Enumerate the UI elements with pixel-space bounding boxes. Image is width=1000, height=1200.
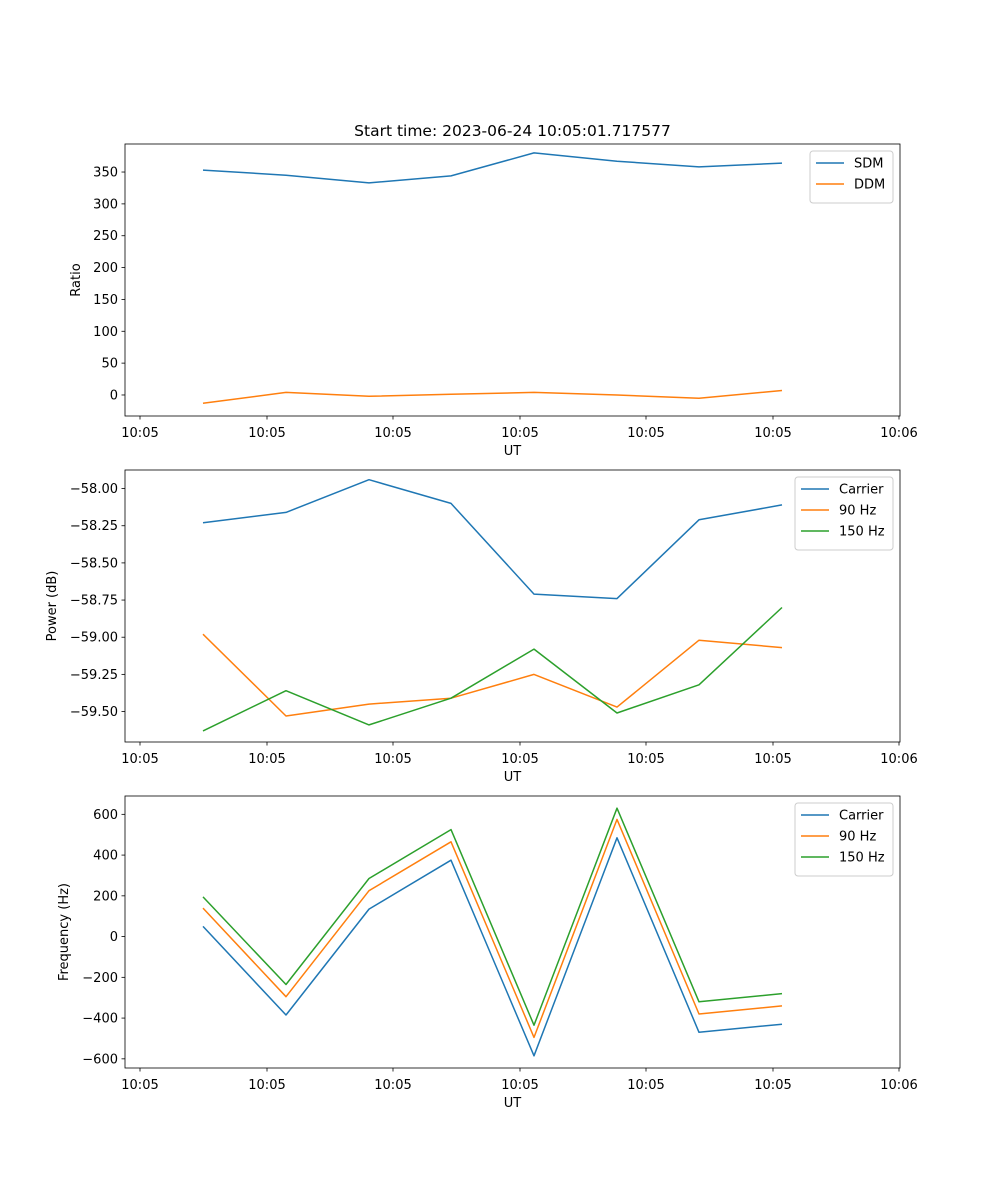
y-tick-label: −58.25 <box>70 519 118 534</box>
axes-frame <box>124 795 901 1069</box>
x-axis-label: UT <box>504 444 522 459</box>
x-tick-label: 10:05 <box>248 426 285 441</box>
series-line-90-hz <box>202 633 783 717</box>
y-tick-label: 400 <box>93 849 118 864</box>
y-tick-label: 300 <box>93 197 118 212</box>
y-tick-label: 0 <box>110 930 118 945</box>
chart-panel-3: 10:05 10:05 10:05 10:05 10:05 10:05 10:06 −600 −… <box>57 795 918 1111</box>
x-tick-label: 10:06 <box>880 426 917 441</box>
legend: Carrier 90 Hz 150 Hz <box>794 802 894 877</box>
legend-entry: 90 Hz <box>839 830 876 845</box>
legend-entry: 90 Hz <box>839 504 876 519</box>
y-tick-label: −59.50 <box>70 705 118 720</box>
x-tick-label: 10:05 <box>754 426 791 441</box>
y-tick-label: 200 <box>93 889 118 904</box>
x-tick-label: 10:05 <box>374 752 411 767</box>
series-line-sdm <box>202 152 783 184</box>
series-line-150-hz <box>202 606 783 732</box>
series-line-ddm <box>202 389 783 405</box>
legend: Carrier 90 Hz 150 Hz <box>794 476 894 551</box>
x-tick-label: 10:05 <box>627 426 664 441</box>
y-axis-label: Frequency (Hz) <box>57 883 72 981</box>
chart-panel-2: 10:05 10:05 10:05 10:05 10:05 10:05 10:06 −59.5… <box>45 469 918 785</box>
x-tick-label: 10:06 <box>880 752 917 767</box>
y-tick-label: −58.00 <box>70 482 118 497</box>
y-tick-label: −400 <box>82 1012 118 1027</box>
chart-panel-1: 10:05 10:05 10:05 10:05 10:05 10:05 10:06 0 50 10… <box>69 143 918 459</box>
y-tick-label: 150 <box>93 293 118 308</box>
x-tick-label: 10:05 <box>248 1078 285 1093</box>
y-tick-label: 250 <box>93 229 118 244</box>
y-tick-label: 600 <box>93 808 118 823</box>
x-tick-label: 10:05 <box>121 752 158 767</box>
y-tick-label: 350 <box>93 166 118 181</box>
y-tick-label: 100 <box>93 325 118 340</box>
y-tick-label: 200 <box>93 261 118 276</box>
legend-entry: 150 Hz <box>839 525 885 540</box>
y-tick-label: −200 <box>82 971 118 986</box>
x-tick-label: 10:05 <box>627 1078 664 1093</box>
x-tick-label: 10:05 <box>374 1078 411 1093</box>
legend-entry: 150 Hz <box>839 851 885 866</box>
y-tick-label: −59.00 <box>70 631 118 646</box>
figure-title: Start time: 2023-06-24 10:05:01.717577 <box>354 122 671 140</box>
x-tick-label: 10:05 <box>754 752 791 767</box>
legend-entry: Carrier <box>839 483 884 498</box>
x-tick-label: 10:05 <box>501 426 538 441</box>
y-tick-label: 50 <box>101 357 118 372</box>
y-axis-label: Ratio <box>69 263 84 296</box>
y-tick-label: −600 <box>82 1052 118 1067</box>
legend: SDM DDM <box>809 150 894 204</box>
x-axis-label: UT <box>504 770 522 785</box>
series-line-90-hz <box>202 818 783 1039</box>
y-tick-label: −59.25 <box>70 668 118 683</box>
legend-entry: Carrier <box>839 809 884 824</box>
legend-entry: DDM <box>854 178 885 193</box>
y-axis-label: Power (dB) <box>45 571 60 642</box>
x-tick-label: 10:05 <box>501 1078 538 1093</box>
x-tick-label: 10:05 <box>627 752 664 767</box>
axes-frame <box>124 143 901 417</box>
x-tick-label: 10:05 <box>754 1078 791 1093</box>
x-axis-label: UT <box>504 1096 522 1111</box>
y-tick-label: 0 <box>110 388 118 403</box>
series-line-150-hz <box>202 807 783 1026</box>
series-line-carrier <box>202 837 783 1057</box>
axes-frame <box>124 469 901 743</box>
y-tick-label: −58.50 <box>70 556 118 571</box>
x-tick-label: 10:05 <box>121 426 158 441</box>
legend-entry: SDM <box>854 157 883 172</box>
y-tick-label: −58.75 <box>70 594 118 609</box>
x-tick-label: 10:05 <box>248 752 285 767</box>
x-tick-label: 10:05 <box>501 752 538 767</box>
legend-box <box>809 150 894 204</box>
series-line-carrier <box>202 478 783 600</box>
x-tick-label: 10:05 <box>121 1078 158 1093</box>
x-tick-label: 10:05 <box>374 426 411 441</box>
x-tick-label: 10:06 <box>880 1078 917 1093</box>
